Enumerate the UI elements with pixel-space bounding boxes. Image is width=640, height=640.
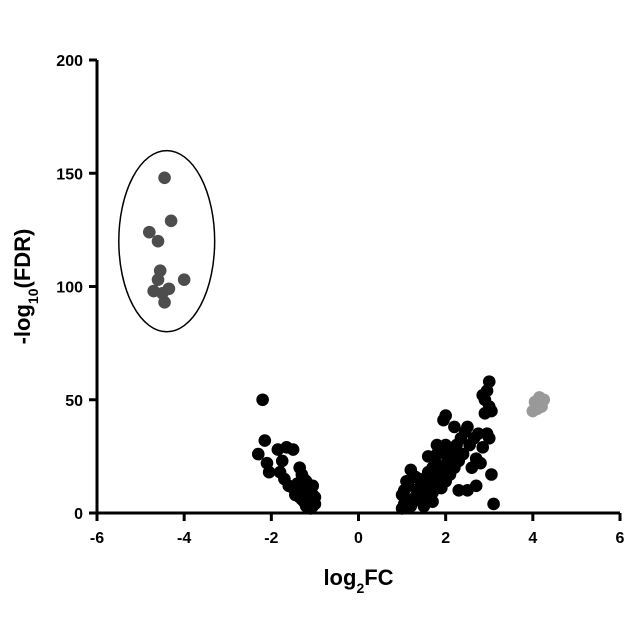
data-point-series-1: [461, 421, 474, 434]
x-tick-label: 0: [354, 530, 363, 547]
data-point-series-1: [439, 409, 452, 422]
data-point-series-1: [256, 393, 269, 406]
data-point-series-1: [413, 473, 426, 486]
data-point-series-1: [258, 434, 271, 447]
x-tick-label: 4: [528, 530, 537, 547]
data-point-series-1: [485, 405, 498, 418]
data-point-series-0: [165, 215, 178, 228]
x-tick-label: 2: [441, 530, 450, 547]
y-title-pre: -log: [10, 304, 35, 344]
data-point-series-1: [431, 439, 444, 452]
axes: 0 50 100 150 200 -6 -4 -2 0 2 4 6: [56, 53, 624, 547]
data-point-series-1: [483, 432, 496, 445]
data-point-series-1: [426, 495, 439, 508]
data-point-series-0: [158, 296, 171, 309]
data-point-series-0: [152, 235, 165, 248]
x-tick-label: -6: [90, 530, 104, 547]
data-point-series-0: [163, 282, 176, 295]
y-tick-label: 50: [65, 393, 83, 410]
data-point-series-0: [158, 171, 171, 184]
data-point-series-2: [527, 405, 540, 418]
data-point-series-1: [252, 448, 265, 461]
y-tick-label: 0: [74, 506, 83, 523]
data-point-series-1: [448, 421, 461, 434]
y-tick-label: 200: [56, 53, 83, 70]
x-tick-label: 6: [616, 530, 625, 547]
x-axis-ticks: -6 -4 -2 0 2 4 6: [90, 513, 625, 547]
x-axis-title: log2FC: [323, 565, 393, 596]
y-title-post: (FDR): [10, 229, 35, 289]
data-point-series-0: [152, 273, 165, 286]
data-point-series-0: [143, 226, 156, 239]
data-point-series-1: [487, 498, 500, 511]
data-point-series-1: [276, 455, 289, 468]
x-title-rest: FC: [364, 565, 393, 590]
data-point-series-1: [302, 491, 315, 504]
y-title-subscript: 10: [25, 288, 41, 304]
data-point-series-1: [483, 375, 496, 388]
data-point-series-0: [178, 273, 191, 286]
y-axis-ticks: 0 50 100 150 200: [56, 53, 97, 523]
x-tick-label: -2: [264, 530, 278, 547]
x-title-subscript: 2: [356, 580, 364, 596]
x-title-base: log: [323, 565, 356, 590]
y-tick-label: 100: [56, 280, 83, 297]
data-point-series-1: [422, 450, 435, 463]
data-point-series-1: [287, 443, 300, 456]
data-point-series-1: [263, 466, 276, 479]
data-point-series-1: [470, 480, 483, 493]
x-tick-label: -4: [177, 530, 191, 547]
y-axis-title: -log10(FDR): [10, 229, 41, 345]
data-points: [143, 171, 550, 514]
data-point-series-1: [474, 457, 487, 470]
data-point-series-1: [306, 480, 319, 493]
y-tick-label: 150: [56, 166, 83, 183]
data-point-series-1: [485, 468, 498, 481]
